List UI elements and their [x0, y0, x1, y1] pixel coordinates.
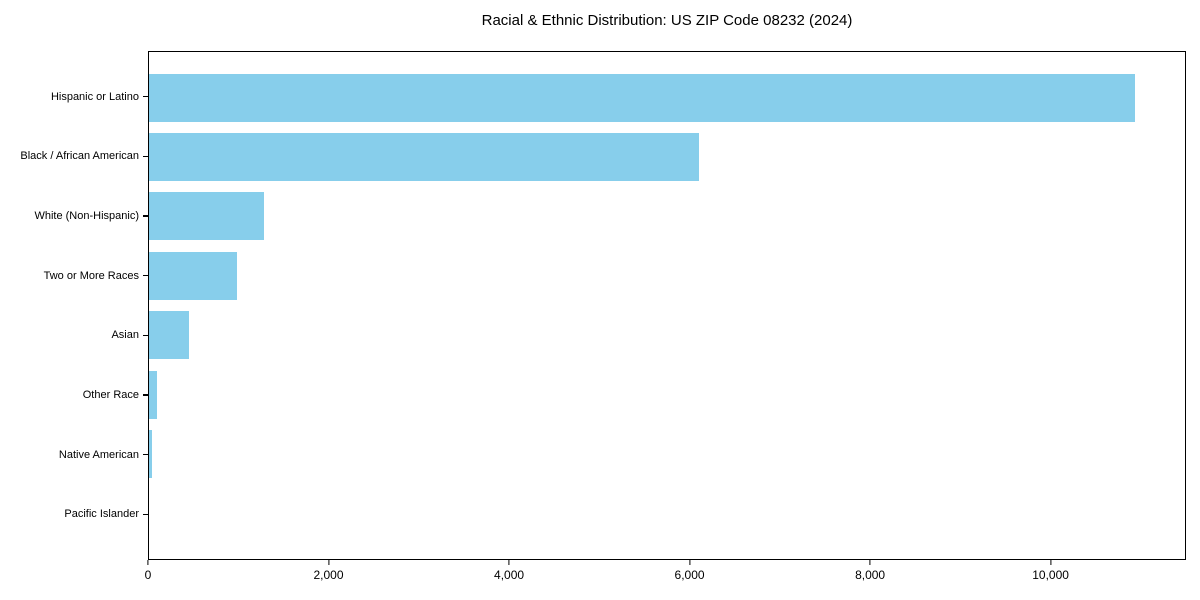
y-axis-label: Two or More Races — [43, 269, 139, 282]
y-tick-mark — [143, 453, 148, 456]
x-tick-label: 6,000 — [674, 567, 705, 582]
y-label-row: Asian — [0, 306, 148, 366]
y-axis-label: Asian — [111, 329, 139, 342]
bar-row — [149, 484, 1185, 543]
chart-title: Racial & Ethnic Distribution: US ZIP Cod… — [481, 12, 853, 29]
bar — [149, 370, 157, 419]
y-tick-mark — [143, 96, 148, 98]
y-tick-mark — [143, 215, 148, 217]
y-axis-label: Hispanic or Latino — [50, 90, 139, 103]
x-tick-label: 8,000 — [855, 567, 886, 582]
bar — [149, 311, 190, 360]
y-tick-mark — [143, 394, 148, 396]
x-tick-label: 0 — [144, 567, 152, 582]
y-label-row: Native American — [0, 425, 148, 485]
x-tick-mark — [1050, 559, 1052, 565]
y-axis-labels: Hispanic or Latino Black / African Americ… — [0, 51, 148, 560]
plot-area — [148, 51, 1186, 560]
x-tick-mark — [327, 559, 330, 565]
bar-row — [149, 365, 1185, 424]
x-tick-mark — [688, 559, 691, 565]
y-tick-mark — [143, 155, 148, 158]
x-tick-mark — [869, 559, 871, 565]
bar — [149, 429, 152, 478]
y-label-row: Two or More Races — [0, 246, 148, 306]
y-axis-label: Other Race — [82, 388, 139, 401]
y-label-row: Pacific Islander — [0, 484, 148, 544]
plot-rows — [149, 52, 1185, 559]
y-label-row: White (Non-Hispanic) — [0, 186, 148, 246]
bar — [149, 133, 699, 182]
bar-row — [149, 424, 1185, 483]
x-tick-label: 10,000 — [1032, 567, 1069, 582]
bar-row — [149, 306, 1185, 365]
y-tick-mark — [143, 334, 148, 336]
y-label-row: Hispanic or Latino — [0, 67, 148, 127]
x-tick-mark — [147, 559, 149, 565]
y-axis-label: Black / African American — [20, 150, 139, 163]
y-tick-mark — [143, 275, 148, 277]
x-tick-label: 4,000 — [494, 567, 525, 582]
bar-row — [149, 127, 1185, 186]
bar-row — [149, 68, 1185, 127]
y-axis-label: Pacific Islander — [64, 508, 139, 521]
bar — [149, 192, 264, 241]
bar-row — [149, 187, 1185, 246]
bar — [149, 73, 1136, 122]
x-tick-mark — [508, 559, 510, 565]
y-label-row: Black / African American — [0, 127, 148, 187]
bar — [149, 251, 237, 300]
y-axis-label: White (Non-Hispanic) — [34, 210, 139, 223]
y-label-row: Other Race — [0, 365, 148, 425]
x-axis: 0 2,000 4,000 6,000 8,000 10,000 — [144, 559, 1186, 595]
bar-row — [149, 246, 1185, 305]
x-tick-label: 2,000 — [313, 567, 344, 582]
y-axis-label: Native American — [58, 448, 139, 461]
y-tick-mark — [143, 513, 148, 515]
